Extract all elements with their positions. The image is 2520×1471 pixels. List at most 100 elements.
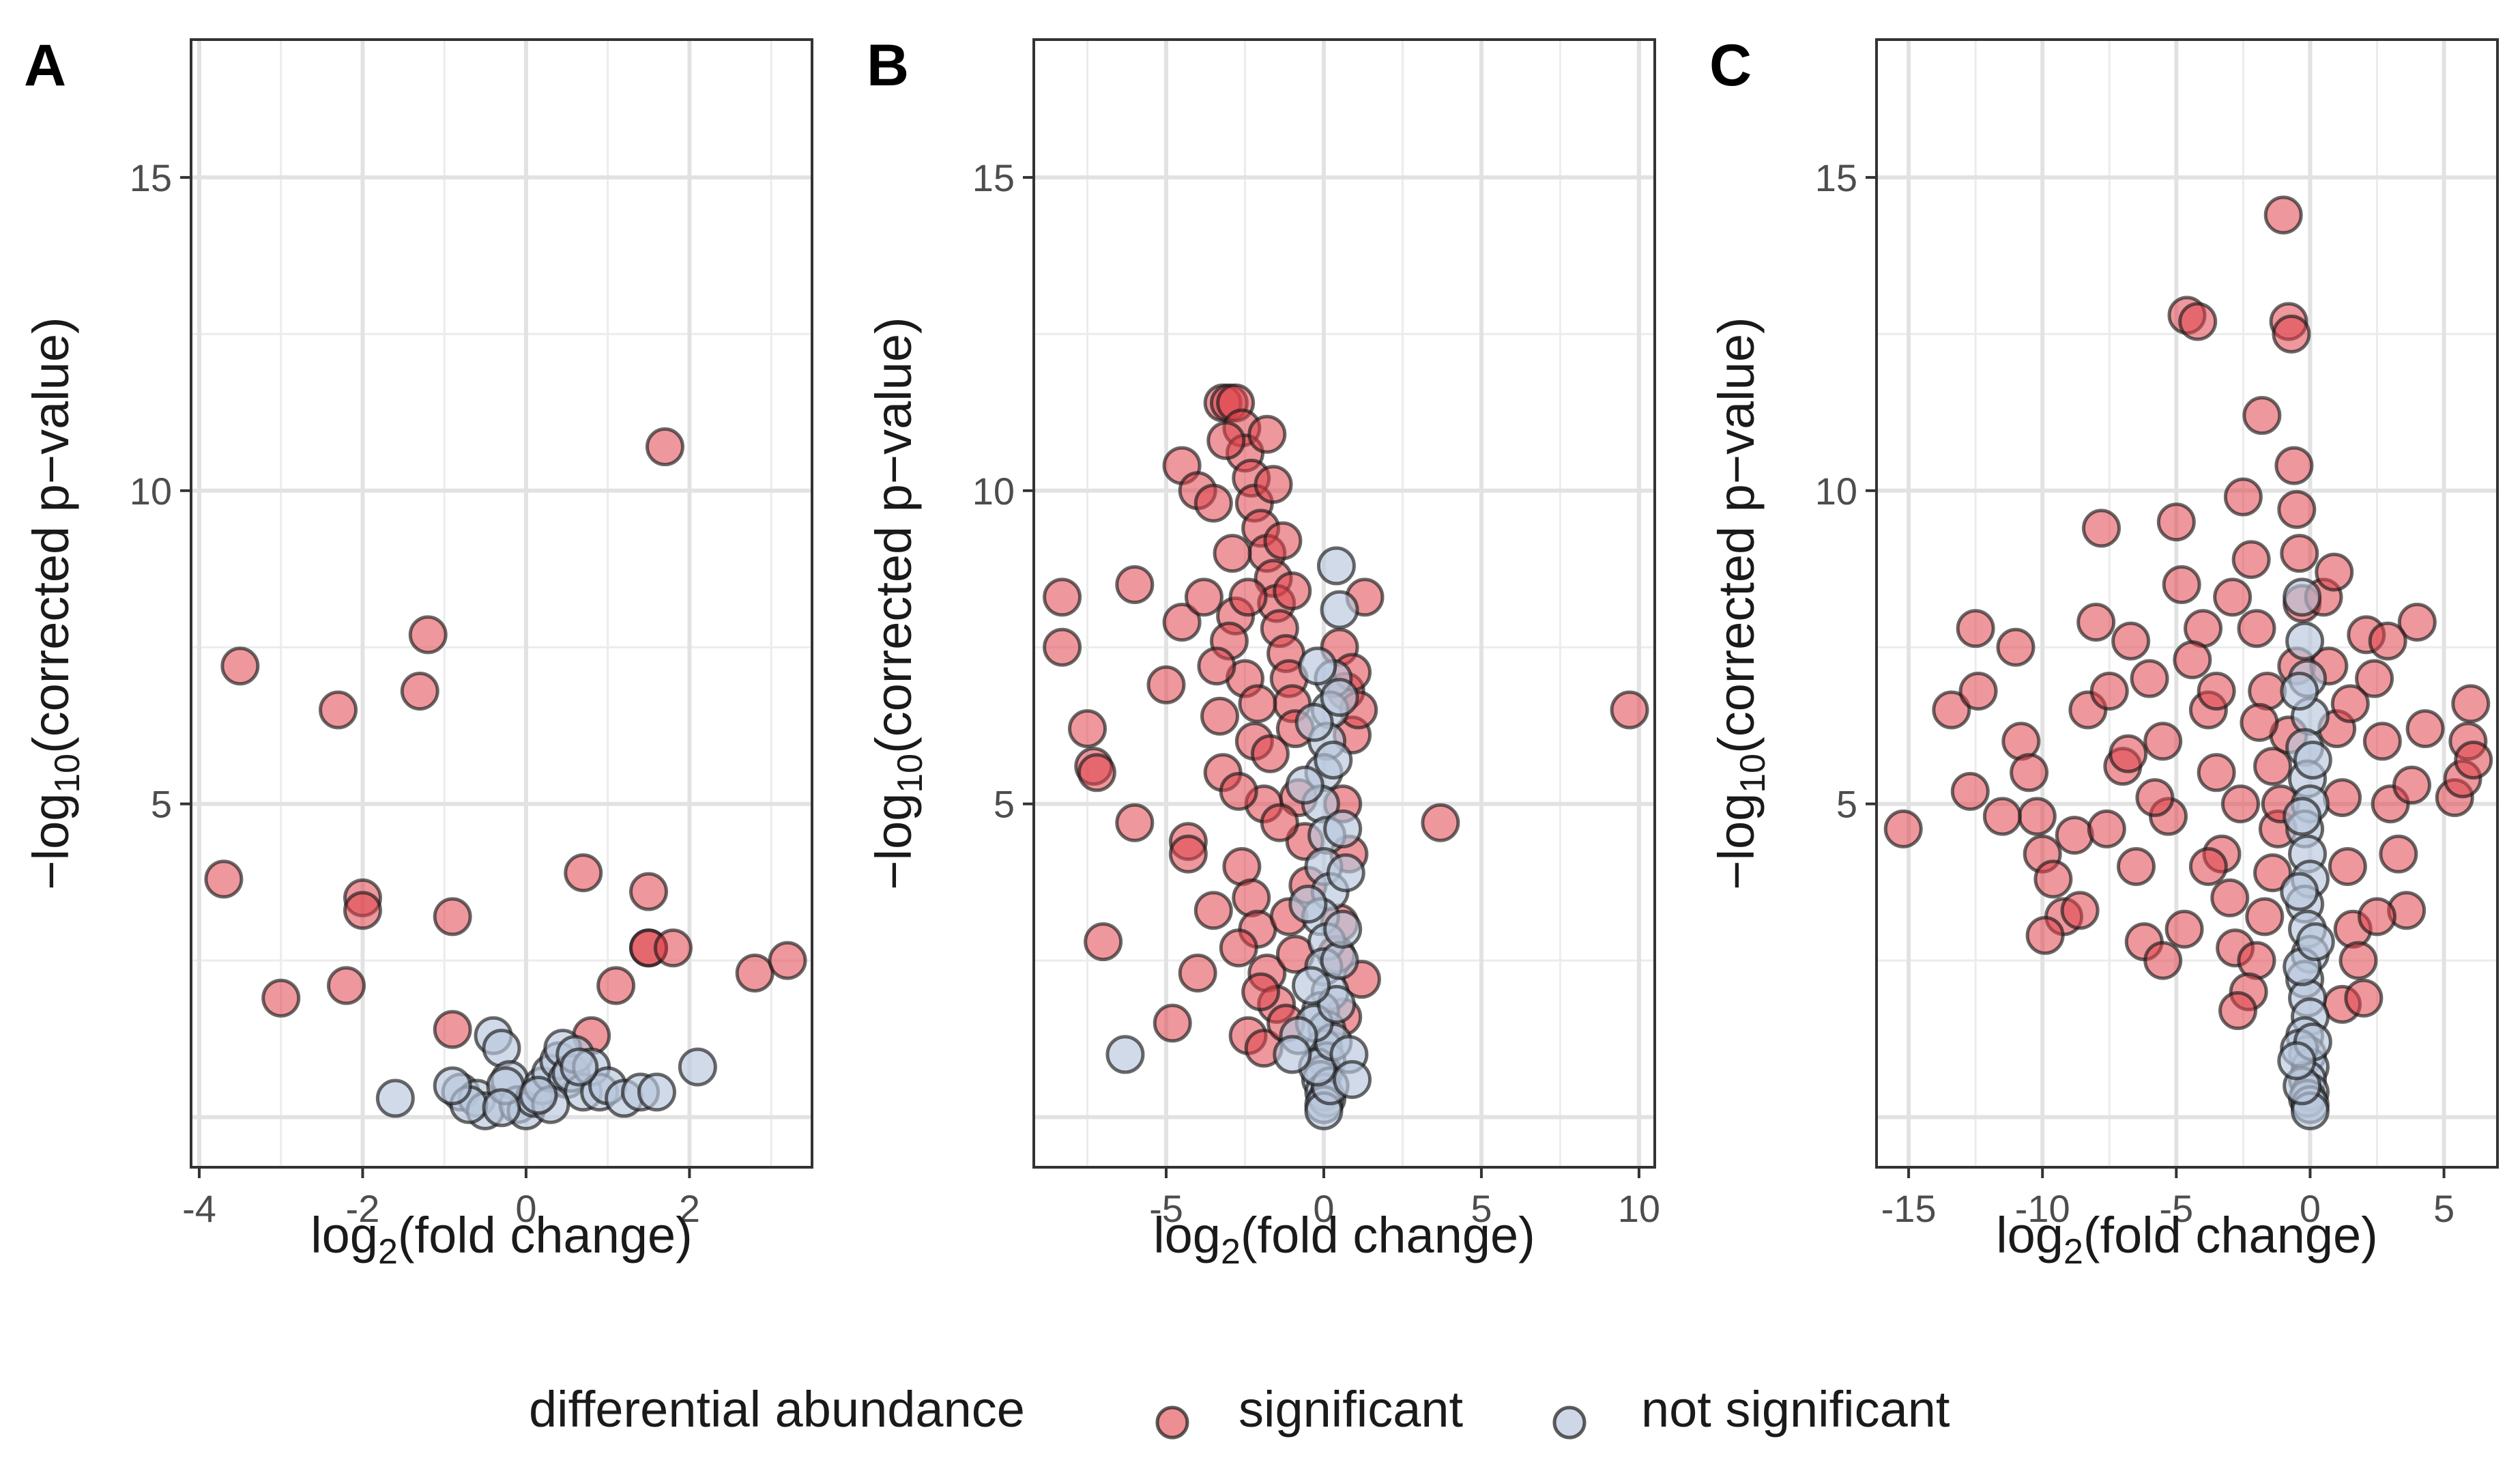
point-significant [1084, 922, 1123, 962]
point-significant [1247, 414, 1287, 454]
point-significant [2242, 396, 2282, 435]
point-not-significant [1323, 909, 1363, 949]
point-significant [327, 966, 366, 1005]
point-significant [2173, 640, 2212, 680]
point-significant [2109, 734, 2148, 773]
point-significant [1950, 771, 1990, 811]
panel-a: -4 -2 0 2 5 10 15 log2(fold change) −log10(corre… [23, 33, 813, 1272]
point-not-significant [1105, 1035, 1145, 1074]
point-significant [1115, 803, 1155, 842]
point-significant [629, 872, 669, 911]
point-significant [2130, 659, 2169, 698]
legend-title: differential abundance [529, 1381, 1025, 1438]
point-significant [433, 1010, 472, 1049]
point-significant [2274, 446, 2314, 485]
y-tick-label: 10 [1815, 470, 1857, 513]
point-significant [1178, 953, 1217, 992]
x-axis-title: log2(fold change) [310, 1207, 693, 1272]
panel-letter: B [867, 33, 909, 98]
point-significant [2143, 941, 2183, 980]
point-significant [653, 928, 693, 968]
point-significant [2017, 797, 2057, 836]
point-significant [2362, 722, 2402, 761]
y-axis-title: −log10(corrected p−value) [865, 317, 930, 889]
point-not-significant [1333, 1060, 1372, 1100]
point-not-significant [678, 1047, 717, 1087]
point-significant [1250, 734, 1290, 773]
point-significant [2197, 671, 2236, 711]
legend-marker-significant [1155, 1405, 1189, 1440]
point-significant [400, 671, 439, 711]
point-significant [2188, 846, 2228, 886]
point-significant [1193, 483, 1233, 523]
point-significant [2237, 609, 2276, 648]
point-significant [1153, 1003, 1192, 1043]
point-significant [1168, 834, 1208, 874]
point-significant [2245, 897, 2285, 937]
y-tick-label: 10 [130, 470, 172, 513]
x-tick-label: 2 [679, 1187, 700, 1230]
point-significant [2240, 702, 2279, 742]
point-significant [1254, 465, 1293, 504]
point-significant [1228, 577, 1268, 617]
point-significant [2156, 502, 2196, 542]
point-not-significant [519, 1075, 558, 1115]
point-significant [319, 690, 358, 730]
legend: differential abundance significant not s… [529, 1381, 1950, 1440]
point-not-significant [2293, 740, 2332, 780]
point-not-significant [1285, 765, 1324, 805]
y-tick-label: 5 [994, 783, 1015, 826]
point-significant [2178, 302, 2218, 341]
x-tick-label: -15 [1881, 1187, 1937, 1230]
point-significant [1232, 878, 1271, 917]
point-significant [2060, 891, 2100, 930]
point-significant [1213, 534, 1252, 573]
point-not-significant [2283, 577, 2322, 617]
point-significant [1238, 684, 1277, 724]
point-not-significant [1288, 885, 1328, 924]
point-significant [2210, 878, 2250, 917]
point-significant [1146, 665, 1186, 704]
y-tick-label: 15 [1815, 156, 1857, 199]
point-significant [1883, 809, 1923, 848]
point-significant [1197, 646, 1236, 686]
point-significant [2263, 195, 2303, 235]
x-tick-label: 0 [515, 1187, 536, 1230]
point-significant [1421, 803, 1460, 842]
point-significant [1193, 891, 1233, 930]
point-significant [2218, 991, 2258, 1031]
point-significant [2220, 784, 2260, 824]
point-significant [2116, 846, 2156, 886]
point-significant [1241, 972, 1281, 1012]
point-not-significant [375, 1079, 415, 1118]
point-significant [2089, 671, 2129, 711]
point-significant [1219, 928, 1258, 968]
point-significant [220, 646, 260, 686]
point-significant [1043, 627, 1082, 667]
point-significant [2010, 753, 2049, 792]
x-tick-label: -4 [182, 1187, 216, 1230]
point-significant [2223, 477, 2263, 517]
point-not-significant [2280, 671, 2319, 711]
point-not-significant [1273, 1035, 1312, 1074]
point-significant [408, 615, 448, 655]
point-significant [2253, 747, 2293, 786]
data-points [1883, 195, 2493, 1130]
point-significant [1115, 565, 1155, 604]
point-significant [1200, 696, 1240, 736]
point-significant [564, 853, 603, 893]
point-significant [2197, 753, 2236, 792]
point-significant [768, 941, 807, 980]
point-significant [2033, 859, 2073, 899]
legend-label-significant: significant [1239, 1381, 1464, 1438]
point-significant [1273, 571, 1312, 611]
panel-border [1875, 38, 2499, 1169]
x-tick-label: -5 [2159, 1187, 2193, 1230]
point-significant [2397, 603, 2437, 642]
x-tick-label: -2 [346, 1187, 380, 1230]
x-tick-label: 5 [1471, 1187, 1492, 1230]
panel-b: -5 0 5 10 5 10 15 log2(fold change) −log10(corre… [865, 33, 1660, 1272]
point-significant [2315, 552, 2354, 592]
x-tick-label: 10 [1618, 1187, 1660, 1230]
